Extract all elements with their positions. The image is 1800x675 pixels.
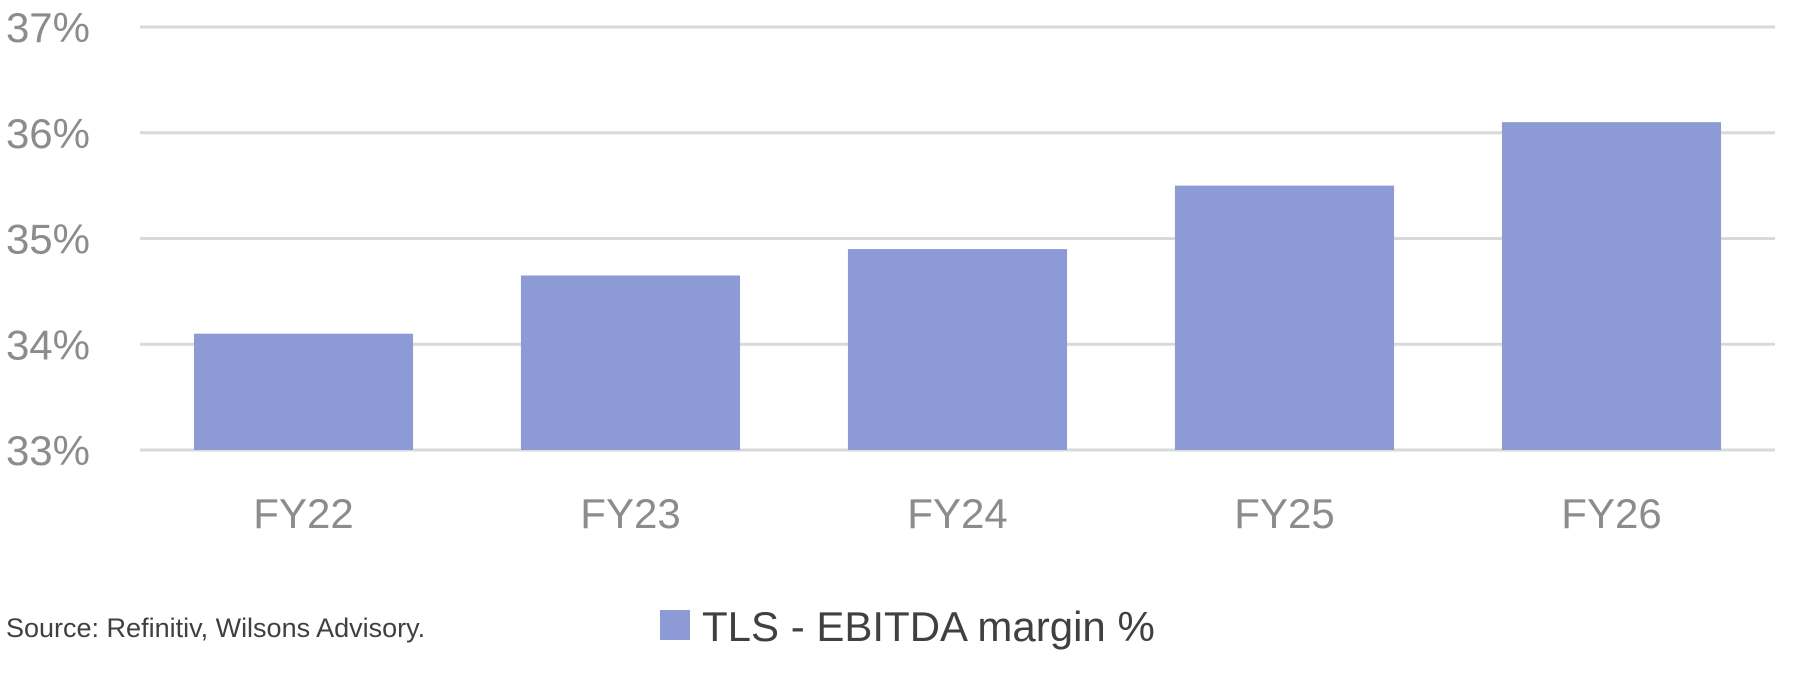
legend-swatch (660, 610, 690, 640)
x-tick-label: FY25 (1234, 490, 1334, 537)
y-tick-label: 35% (6, 216, 90, 263)
source-note: Source: Refinitiv, Wilsons Advisory. (6, 613, 425, 643)
x-tick-label: FY22 (253, 490, 353, 537)
bar-fy22 (193, 333, 414, 450)
bar-fy25 (1174, 185, 1395, 450)
bars (193, 122, 1722, 451)
x-tick-label: FY23 (580, 490, 680, 537)
legend: TLS - EBITDA margin % (660, 603, 1155, 650)
x-tick-label: FY24 (907, 490, 1007, 537)
legend-label: TLS - EBITDA margin % (702, 603, 1155, 650)
x-tick-label: FY26 (1561, 490, 1661, 537)
y-tick-label: 34% (6, 321, 90, 368)
y-tick-label: 36% (6, 110, 90, 157)
y-tick-label: 37% (6, 4, 90, 51)
bar-fy26 (1501, 122, 1722, 451)
y-axis-ticks: 33% 34% 35% 36% 37% (6, 4, 90, 474)
bar-fy24 (847, 249, 1068, 450)
x-axis-ticks: FY22 FY23 FY24 FY25 FY26 (253, 490, 1661, 537)
bar-fy23 (520, 275, 741, 450)
y-tick-label: 33% (6, 427, 90, 474)
